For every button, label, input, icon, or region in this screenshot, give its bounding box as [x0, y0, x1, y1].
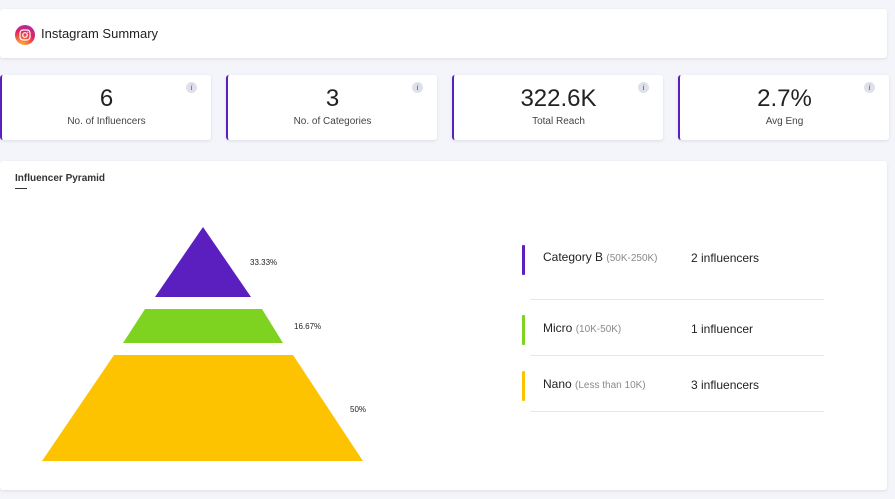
instagram-icon	[15, 25, 35, 45]
pyramid-chart: 33.33% 16.67% 50%	[42, 227, 366, 461]
info-icon[interactable]: i	[864, 82, 875, 93]
legend-item-micro: Micro (10K-50K) 1 influencer	[522, 313, 824, 357]
legend-count: 3 influencers	[691, 378, 760, 392]
divider	[530, 411, 824, 412]
stat-label: Total Reach	[532, 116, 585, 127]
legend-range: (10K-50K)	[575, 324, 622, 335]
pyramid-tier-micro[interactable]	[123, 309, 283, 343]
legend-name: Nano (Less than 10K)	[543, 377, 646, 391]
stat-card-influencers: 6 No. of Influencers i	[0, 75, 211, 140]
stat-value: 322.6K	[520, 85, 597, 112]
divider	[530, 299, 824, 300]
legend-range: (50K-250K)	[606, 253, 658, 264]
legend-color-bar	[522, 371, 525, 401]
stat-card-categories: 3 No. of Categories i	[226, 75, 437, 140]
divider	[530, 355, 824, 356]
stat-label: No. of Influencers	[67, 116, 146, 127]
legend-name: Micro (10K-50K)	[543, 321, 622, 335]
stat-card-total-reach: 322.6K Total Reach i	[452, 75, 663, 140]
stat-value: 2.7%	[757, 85, 812, 112]
stat-label: No. of Categories	[293, 116, 372, 127]
section-title-underline	[15, 188, 27, 189]
legend-color-bar	[522, 315, 525, 345]
legend-name: Category B (50K-250K)	[543, 250, 658, 264]
legend-item-category-b: Category B (50K-250K) 2 influencers	[522, 243, 824, 301]
legend-count: 1 influencer	[691, 322, 754, 336]
stat-value: 3	[325, 85, 340, 112]
stat-card-avg-eng: 2.7% Avg Eng i	[678, 75, 889, 140]
stat-value: 6	[99, 85, 114, 112]
pyramid-card: Influencer Pyramid 33.33% 16.67% 50% Cat…	[0, 161, 887, 490]
header-card	[0, 9, 887, 58]
pyramid-percent-category-b: 33.33%	[250, 258, 277, 267]
section-title: Influencer Pyramid	[15, 173, 106, 184]
info-icon[interactable]: i	[412, 82, 423, 93]
pyramid-percent-nano: 50%	[350, 405, 366, 414]
legend-count: 2 influencers	[691, 251, 760, 265]
legend-range: (Less than 10K)	[575, 380, 646, 391]
info-icon[interactable]: i	[186, 82, 197, 93]
stat-label: Avg Eng	[765, 116, 804, 127]
legend-item-nano: Nano (Less than 10K) 3 influencers	[522, 369, 824, 413]
pyramid-percent-micro: 16.67%	[294, 322, 321, 331]
pyramid-tier-nano[interactable]	[42, 355, 363, 461]
info-icon[interactable]: i	[638, 82, 649, 93]
legend-color-bar	[522, 245, 525, 275]
pyramid-tier-category-b[interactable]	[155, 227, 251, 297]
page-title: Instagram Summary	[41, 26, 159, 41]
